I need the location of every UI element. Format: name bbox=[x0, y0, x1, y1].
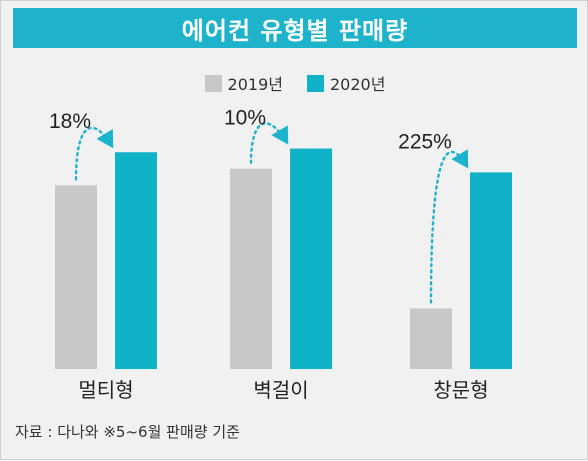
growth-arrow-1 bbox=[74, 126, 114, 181]
growth-label-1: 18% bbox=[49, 110, 91, 133]
bar-2020-3 bbox=[470, 172, 512, 369]
growth-label-2: 10% bbox=[224, 107, 266, 130]
legend-label-2019: 2019년 bbox=[227, 75, 283, 94]
legend: 2019년 2020년 bbox=[1, 71, 588, 95]
bar-2020-2 bbox=[290, 148, 332, 369]
category-label-2: 벽걸이 bbox=[253, 378, 308, 402]
growth-arrow-2 bbox=[249, 122, 289, 164]
legend-label-2020: 2020년 bbox=[330, 75, 386, 94]
bar-2019-1 bbox=[55, 185, 97, 369]
bar-2019-3 bbox=[410, 308, 452, 369]
chart-title: 에어컨 유형별 판매량 bbox=[181, 16, 409, 45]
category-label-3: 창문형 bbox=[433, 378, 488, 402]
bar-2020-1 bbox=[115, 152, 157, 369]
growth-label-3: 225% bbox=[398, 130, 452, 153]
legend-item-2019: 2019년 bbox=[204, 71, 283, 95]
category-label-1: 멀티형 bbox=[78, 378, 133, 402]
growth-arrow-3 bbox=[429, 149, 469, 304]
chart-header: 에어컨 유형별 판매량 bbox=[13, 8, 577, 48]
source-note: 자료 : 다나와 ※5~6월 판매량 기준 bbox=[15, 423, 240, 441]
legend-item-2020: 2020년 bbox=[307, 71, 385, 95]
bar-2019-2 bbox=[230, 168, 272, 369]
legend-swatch-2020 bbox=[307, 74, 324, 92]
legend-swatch-2019 bbox=[204, 74, 222, 92]
